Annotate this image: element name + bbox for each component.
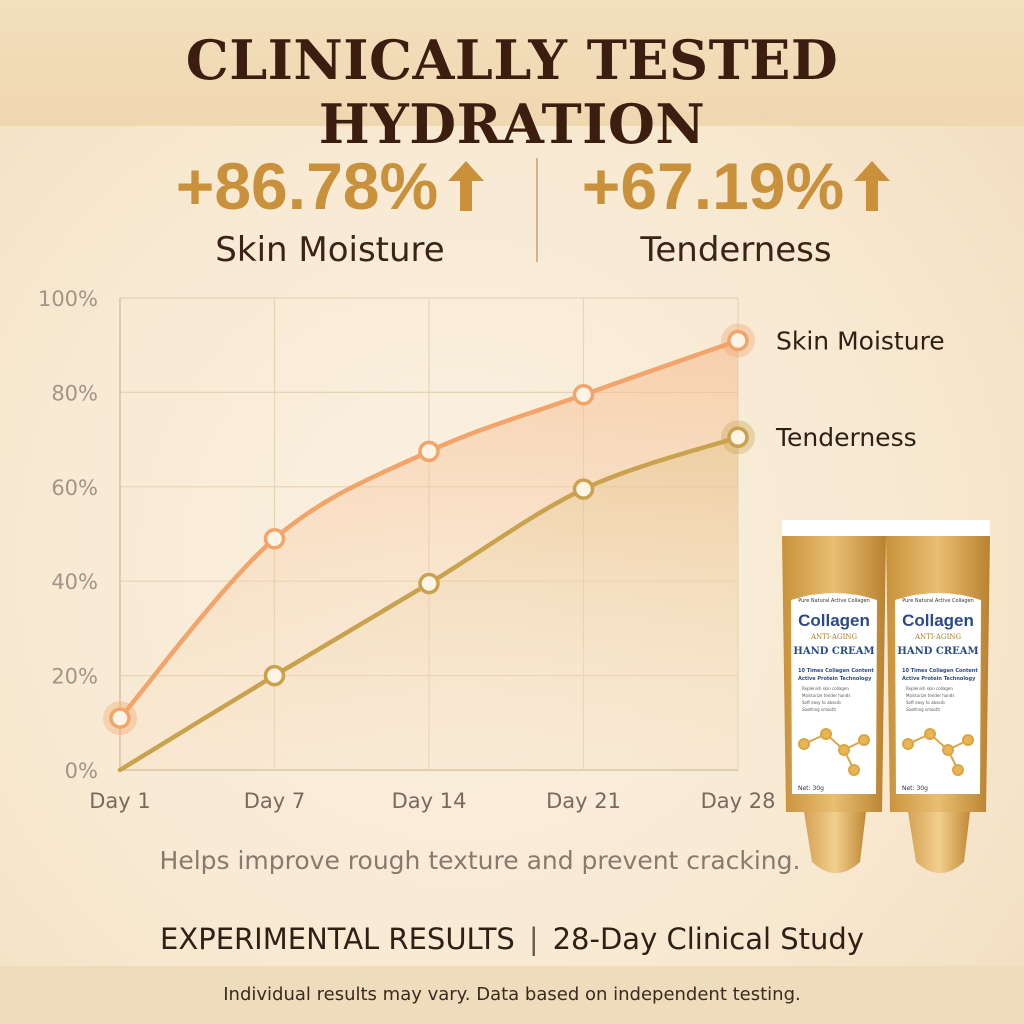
product-brand: Collagen — [798, 611, 870, 630]
y-tick-label: 60% — [51, 476, 98, 500]
legend-moisture: Skin Moisture — [776, 326, 945, 355]
product-name: HAND CREAM — [897, 646, 978, 657]
title-band — [0, 0, 1024, 126]
x-tick-label: Day 21 — [546, 789, 621, 813]
hand-cream-tubes: Pure Natural Active Collagen Collagen AN… — [782, 520, 990, 873]
point-moisture — [109, 707, 131, 729]
chart-caption: Helps improve rough texture and prevent … — [159, 846, 801, 875]
point-moisture — [572, 384, 595, 406]
stat-tenderness-value: +67.19% — [581, 149, 845, 223]
product-subtitle: ANTI-AGING — [914, 633, 962, 641]
y-tick-label: 0% — [65, 759, 98, 783]
x-tick-label: Day 1 — [89, 789, 151, 813]
tube-left: Pure Natural Active Collagen Collagen AN… — [782, 520, 886, 873]
line-moisture — [117, 338, 741, 721]
stat-moisture-value: +86.78% — [175, 149, 439, 223]
results-label: EXPERIMENTAL RESULTS — [160, 922, 515, 956]
y-tick-label: 80% — [51, 381, 98, 405]
arrow-up-icon — [448, 161, 485, 211]
product-bullet: Soft easy to absorb — [802, 700, 841, 705]
point-moisture — [727, 329, 749, 352]
product-subtitle: ANTI-AGING — [810, 633, 858, 641]
product-bullet: Moisturize tender hands — [802, 693, 850, 698]
point-tenderness — [263, 664, 286, 687]
stat-tenderness: +67.19% Tenderness — [566, 148, 906, 270]
product-bullet: Replenish skin collagen — [802, 686, 849, 691]
product-image: Pure Natural Active Collagen Collagen AN… — [774, 512, 994, 912]
x-tick-label: Day 7 — [244, 789, 306, 813]
product-net: Net: 30g — [902, 785, 928, 792]
page-title: CLINICALLY TESTED HYDRATION — [185, 28, 839, 156]
stat-tenderness-label: Tenderness — [640, 230, 832, 270]
point-tenderness — [418, 572, 440, 595]
results-divider: | — [528, 922, 539, 956]
stat-moisture-label: Skin Moisture — [215, 230, 445, 270]
product-bullet: Soothing smooth — [802, 707, 836, 712]
product-feature: Active Protein Technology — [902, 676, 976, 682]
legend-tenderness: Tenderness — [775, 423, 917, 452]
point-moisture — [263, 527, 286, 550]
product-feature: 10 Times Collagen Content — [798, 668, 874, 674]
product-net: Net: 30g — [798, 785, 824, 792]
product-name: HAND CREAM — [793, 646, 874, 657]
product-bullet: Replenish skin collagen — [906, 686, 953, 691]
stat-moisture: +86.78% Skin Moisture — [150, 148, 510, 270]
tube-right: Pure Natural Active Collagen Collagen AN… — [886, 520, 990, 873]
y-tick-label: 40% — [51, 570, 98, 594]
hydration-line-chart: 0% 20% 40% 60% 80% 100% Day 1 Day 7 Day 14 Day 21… — [38, 287, 945, 813]
y-tick-label: 20% — [51, 665, 98, 689]
results-line: EXPERIMENTAL RESULTS | 28-Day Clinical Stu… — [0, 922, 1024, 956]
chart-labels: 0% 20% 40% 60% 80% 100% Day 1 Day 7 Day 14 Day 21… — [38, 287, 945, 813]
product-top-text: Pure Natural Active Collagen — [902, 598, 974, 604]
study-duration: 28-Day Clinical Study — [552, 922, 864, 956]
stat-divider — [536, 158, 538, 262]
x-tick-label: Day 28 — [701, 789, 776, 813]
product-bullet: Moisturize tender hands — [906, 693, 954, 698]
arrow-up-icon — [854, 161, 891, 211]
product-feature: 10 Times Collagen Content — [902, 668, 978, 674]
y-tick-label: 100% — [38, 287, 98, 311]
chart-areas — [120, 340, 738, 770]
product-top-text: Pure Natural Active Collagen — [798, 598, 870, 604]
product-bullet: Soft easy to absorb — [906, 700, 945, 705]
x-tick-label: Day 14 — [392, 789, 467, 813]
stat-tenderness-value-row: +67.19% — [581, 148, 891, 224]
point-tenderness — [727, 426, 749, 448]
point-tenderness — [572, 478, 595, 500]
product-feature: Active Protein Technology — [798, 676, 872, 682]
product-brand: Collagen — [902, 611, 974, 630]
product-bullet: Soothing smooth — [906, 707, 940, 712]
point-moisture — [418, 440, 440, 463]
chart-points — [103, 323, 755, 736]
area-tenderness — [120, 437, 738, 770]
stat-moisture-value-row: +86.78% — [175, 148, 485, 224]
disclaimer-footer: Individual results may vary. Data based … — [0, 966, 1024, 1024]
